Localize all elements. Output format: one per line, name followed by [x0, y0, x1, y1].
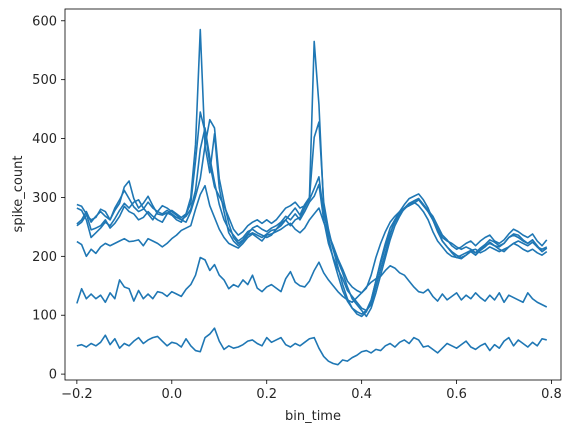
x-tick-label: 0.8	[541, 387, 562, 402]
y-tick-label: 200	[32, 250, 57, 265]
y-axis-label: spike_count	[11, 156, 26, 233]
y-tick-label: 0	[49, 368, 57, 383]
x-tick-label: 0.2	[256, 387, 277, 402]
y-tick-label: 100	[32, 309, 57, 324]
x-axis: −0.2 0.0 0.2 0.4 0.6 0.8	[61, 380, 562, 402]
series-line-7	[76, 327, 547, 366]
x-tick-label: 0.4	[351, 387, 372, 402]
x-tick-label: −0.2	[61, 387, 93, 402]
series-layer	[76, 28, 548, 366]
series-line-6	[76, 256, 548, 308]
y-tick-label: 300	[32, 191, 57, 206]
y-tick-label: 500	[32, 73, 57, 88]
y-tick-label: 600	[32, 14, 57, 29]
x-tick-label: 0.0	[161, 387, 182, 402]
y-tick-label: 400	[32, 132, 57, 147]
plot-frame	[64, 8, 562, 381]
y-axis: 0 100 200 300 400 500 600	[32, 14, 65, 383]
series-line-4	[76, 28, 548, 315]
series-line-5	[76, 184, 548, 294]
x-axis-label: bin_time	[285, 409, 341, 424]
x-tick-label: 0.6	[446, 387, 467, 402]
series-line-1	[76, 111, 548, 318]
